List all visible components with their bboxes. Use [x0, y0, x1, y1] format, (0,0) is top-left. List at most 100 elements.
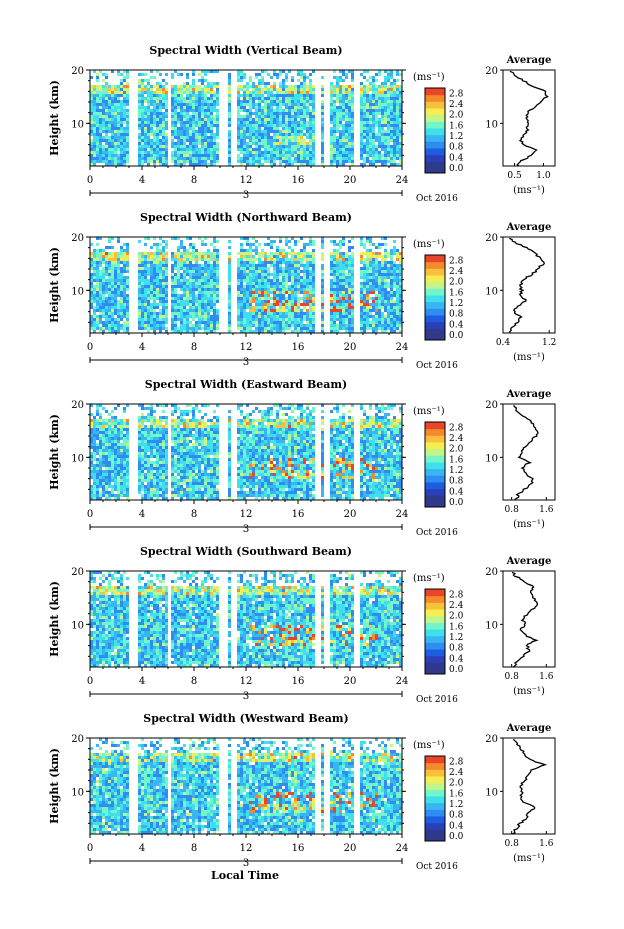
heatmap-cell: [117, 139, 120, 142]
heatmap-cell: [390, 73, 393, 76]
heatmap-cell: [90, 160, 93, 163]
heatmap-cell: [162, 163, 165, 166]
heatmap-cell: [258, 297, 261, 300]
heatmap-cell: [159, 321, 162, 324]
heatmap-cell: [237, 148, 240, 151]
heatmap-cell: [288, 106, 291, 109]
heatmap-cell: [150, 267, 153, 270]
heatmap-cell: [204, 112, 207, 115]
heatmap-cell: [174, 112, 177, 115]
heatmap-cell: [195, 148, 198, 151]
heatmap-cell: [159, 312, 162, 315]
heatmap-cell: [387, 270, 390, 273]
heatmap-cell: [210, 97, 213, 100]
heatmap-cell: [117, 124, 120, 127]
heatmap-cell: [195, 103, 198, 106]
heatmap-cell: [213, 276, 216, 279]
heatmap-cell: [144, 88, 147, 91]
heatmap-cell: [243, 249, 246, 252]
heatmap-cell: [159, 270, 162, 273]
heatmap-cell: [285, 273, 288, 276]
heatmap-cell: [360, 288, 363, 291]
heatmap-cell: [198, 100, 201, 103]
heatmap-cell: [396, 97, 399, 100]
heatmap-cell: [111, 255, 114, 258]
heatmap-cell: [300, 133, 303, 136]
heatmap-cell: [339, 285, 342, 288]
heatmap-cell: [387, 142, 390, 145]
heatmap-cell: [264, 276, 267, 279]
heatmap-cell: [111, 112, 114, 115]
heatmap-cell: [96, 276, 99, 279]
heatmap-cell: [312, 315, 315, 318]
heatmap-cell: [345, 294, 348, 297]
heatmap-cell: [111, 267, 114, 270]
heatmap-cell: [120, 100, 123, 103]
heatmap-cell: [363, 145, 366, 148]
heatmap-cell: [207, 85, 210, 88]
heatmap-cell: [201, 154, 204, 157]
heatmap-cell: [195, 136, 198, 139]
heatmap-cell: [255, 88, 258, 91]
heatmap-cell: [99, 330, 102, 333]
heatmap-cell: [138, 309, 141, 312]
heatmap-cell: [294, 148, 297, 151]
heatmap-cell: [204, 79, 207, 82]
heatmap-cell: [360, 321, 363, 324]
heatmap-cell: [171, 124, 174, 127]
heatmap-cell: [333, 285, 336, 288]
heatmap-cell: [387, 85, 390, 88]
heatmap-cell: [99, 106, 102, 109]
heatmap-cell: [147, 267, 150, 270]
heatmap-cell: [156, 243, 159, 246]
heatmap-cell: [264, 327, 267, 330]
heatmap-cell: [378, 267, 381, 270]
heatmap-cell: [366, 154, 369, 157]
heatmap-cell: [183, 127, 186, 130]
heatmap-cell: [165, 100, 168, 103]
heatmap-cell: [174, 85, 177, 88]
heatmap-cell: [342, 303, 345, 306]
heatmap-cell: [138, 139, 141, 142]
heatmap-cell: [294, 321, 297, 324]
heatmap-cell: [300, 115, 303, 118]
heatmap-cell: [246, 258, 249, 261]
heatmap-cell: [300, 70, 303, 73]
heatmap-cell: [351, 315, 354, 318]
heatmap-cell: [120, 318, 123, 321]
heatmap-cell: [207, 270, 210, 273]
colorbar-segment: [425, 114, 445, 122]
heatmap-cell: [399, 100, 402, 103]
heatmap-cell: [192, 91, 195, 94]
heatmap-cell: [297, 109, 300, 112]
heatmap-cell: [267, 97, 270, 100]
heatmap-cell: [252, 160, 255, 163]
heatmap-cell: [339, 145, 342, 148]
heatmap-cell: [180, 115, 183, 118]
heatmap-cell: [294, 85, 297, 88]
xaxis-title: Local Time: [211, 869, 279, 882]
heatmap-cell: [276, 148, 279, 151]
heatmap-cell: [189, 115, 192, 118]
heatmap-cell: [102, 312, 105, 315]
heatmap-cell: [216, 130, 219, 133]
heatmap-cell: [243, 273, 246, 276]
heatmap-cell: [246, 285, 249, 288]
heatmap-cell: [156, 94, 159, 97]
heatmap-cell: [111, 70, 114, 73]
heatmap-cell: [300, 82, 303, 85]
heatmap-cell: [198, 148, 201, 151]
heatmap-cell: [216, 264, 219, 267]
heatmap-cell: [285, 324, 288, 327]
heatmap-cell: [93, 297, 96, 300]
heatmap-cell: [366, 264, 369, 267]
heatmap-cell: [105, 303, 108, 306]
heatmap-cell: [291, 249, 294, 252]
heatmap-cell: [192, 70, 195, 73]
heatmap-cell: [243, 267, 246, 270]
heatmap-cell: [381, 285, 384, 288]
heatmap-cell: [387, 324, 390, 327]
heatmap-cell: [237, 160, 240, 163]
heatmap-cell: [213, 124, 216, 127]
heatmap-cell: [228, 309, 231, 312]
